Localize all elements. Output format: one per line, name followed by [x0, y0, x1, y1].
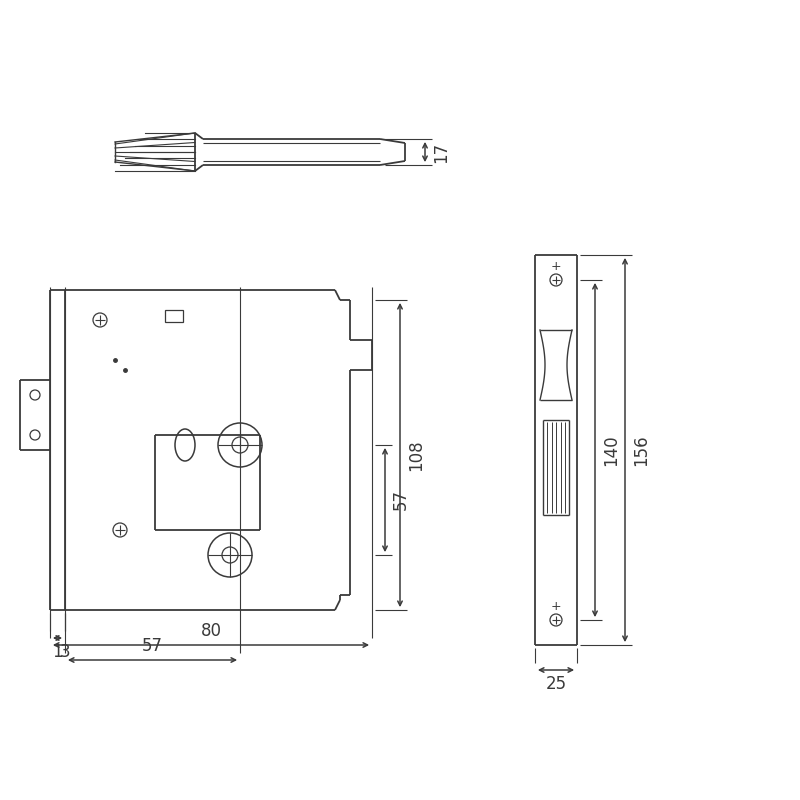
- Text: 25: 25: [546, 675, 566, 693]
- Text: 3: 3: [60, 643, 70, 661]
- Text: 80: 80: [201, 622, 222, 640]
- Text: 1: 1: [52, 643, 63, 661]
- Text: 140: 140: [602, 434, 620, 466]
- Text: 57: 57: [142, 637, 163, 655]
- Text: 17: 17: [432, 142, 450, 162]
- Text: 57: 57: [392, 490, 410, 510]
- Text: 108: 108: [407, 439, 425, 471]
- Text: +: +: [550, 601, 562, 614]
- Bar: [165, 310, 183, 322]
- Text: 156: 156: [632, 434, 650, 466]
- Text: +: +: [550, 261, 562, 274]
